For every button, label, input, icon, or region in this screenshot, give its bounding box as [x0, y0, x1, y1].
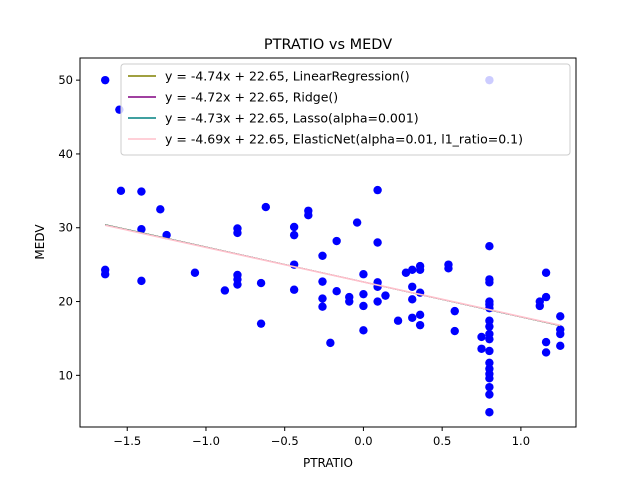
legend-label: y = -4.73x + 22.65, Lasso(alpha=0.001) — [165, 111, 419, 126]
data-point — [444, 264, 453, 273]
data-point — [485, 346, 494, 356]
data-point — [415, 265, 425, 275]
data-point — [450, 306, 459, 316]
data-point — [535, 301, 544, 311]
y-tick-label: 10 — [58, 368, 73, 382]
data-point — [485, 408, 494, 417]
x-tick-label: 1.0 — [512, 434, 530, 448]
data-point — [352, 218, 362, 227]
data-point — [100, 75, 110, 85]
y-tick-label: 30 — [58, 221, 73, 235]
data-point — [373, 185, 382, 195]
legend-box — [120, 63, 571, 156]
data-point — [485, 316, 494, 325]
data-point — [485, 390, 494, 399]
data-point — [162, 230, 171, 240]
data-point — [137, 225, 146, 234]
data-point — [401, 268, 411, 277]
data-point — [485, 374, 494, 383]
y-axis-label: MEDV — [33, 224, 47, 260]
data-point — [485, 334, 494, 344]
data-point — [137, 276, 146, 286]
y-tick-label: 50 — [58, 73, 73, 87]
data-point — [318, 277, 327, 286]
x-tick-label: −1.0 — [192, 434, 220, 448]
data-point — [345, 297, 354, 306]
data-point — [256, 278, 266, 288]
data-point — [100, 270, 110, 279]
data-point — [485, 278, 494, 287]
data-point — [381, 291, 390, 300]
legend-label: y = -4.72x + 22.65, Ridge() — [165, 90, 338, 105]
plot-frame — [79, 57, 577, 428]
data-point — [477, 332, 486, 342]
data-point — [359, 326, 368, 335]
data-point — [408, 313, 417, 322]
data-point — [485, 322, 494, 331]
data-point — [289, 230, 299, 240]
x-tick-label: −0.5 — [271, 434, 299, 448]
data-point — [556, 329, 565, 339]
regression-line — [105, 224, 561, 327]
data-point — [408, 282, 417, 291]
data-point — [485, 382, 494, 392]
data-point — [233, 280, 242, 289]
data-point — [359, 301, 368, 311]
data-point — [373, 238, 382, 247]
data-point — [304, 210, 313, 220]
x-axis-label: PTRATIO — [303, 456, 353, 470]
data-point — [261, 202, 271, 212]
data-point — [541, 348, 551, 357]
legend-label: y = -4.69x + 22.65, ElasticNet(alpha=0.0… — [165, 132, 523, 147]
data-point — [156, 205, 165, 214]
data-point — [541, 337, 551, 347]
data-point — [289, 285, 299, 294]
legend: y = -4.74x + 22.65, LinearRegression() y … — [120, 63, 571, 156]
y-tick-label: 40 — [58, 147, 73, 161]
data-point — [220, 286, 230, 295]
x-tick-label: 0.5 — [433, 434, 451, 448]
data-point — [137, 187, 146, 196]
y-axis-ticks: 10 20 30 40 50 — [58, 73, 80, 382]
legend-label: y = -4.74x + 22.65, LinearRegression() — [165, 69, 410, 84]
data-point — [485, 241, 494, 251]
data-point — [556, 312, 565, 321]
data-point — [541, 268, 551, 277]
data-point — [450, 326, 459, 336]
data-point — [116, 186, 126, 196]
data-point — [556, 341, 565, 351]
data-point — [477, 344, 486, 353]
data-point — [373, 297, 382, 306]
data-point — [233, 228, 242, 238]
x-tick-label: −1.5 — [113, 434, 141, 448]
data-point — [393, 316, 403, 325]
data-point — [318, 294, 327, 303]
chart-title: PTRATIO vs MEDV — [264, 37, 392, 53]
data-point — [318, 302, 327, 311]
data-point — [415, 320, 425, 330]
scatter-marks — [100, 75, 565, 417]
data-point — [359, 270, 368, 279]
data-point — [332, 287, 341, 296]
data-point — [415, 310, 425, 320]
x-tick-label: 0.0 — [354, 434, 372, 448]
x-axis-ticks: −1.5 −1.0 −0.5 0.0 0.5 1.0 — [113, 427, 530, 448]
regression-lines — [105, 224, 561, 327]
data-point — [256, 319, 266, 328]
data-point — [541, 292, 551, 302]
data-point — [289, 222, 299, 232]
data-point — [408, 295, 417, 304]
data-point — [485, 358, 494, 367]
data-point — [190, 268, 200, 277]
data-point — [359, 289, 368, 299]
y-tick-label: 20 — [58, 295, 73, 309]
data-point — [318, 251, 327, 260]
data-point — [408, 265, 417, 275]
data-point — [332, 236, 341, 246]
data-point — [326, 338, 335, 348]
